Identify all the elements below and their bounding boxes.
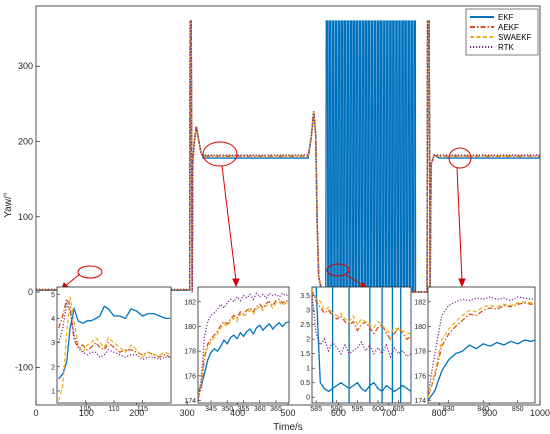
inset-y-tick-label: 182 [184, 299, 196, 306]
inset-series-rtk [312, 292, 411, 359]
zoom-arrow-2 [221, 165, 237, 282]
inset-series-rtk [198, 292, 289, 401]
x-tick-label: 600 [331, 408, 346, 418]
x-tick-label: 400 [230, 408, 245, 418]
inset-series-ekf [312, 287, 411, 403]
legend-label-aekf: AEKF [498, 23, 519, 32]
inset-4: 830 840 850 174 176 178 180 182 [414, 286, 536, 413]
inset-y-tick-label: 174 [414, 398, 426, 405]
x-tick-label: 900 [482, 408, 497, 418]
inset-x-tick-label: 355 [238, 406, 250, 413]
inset-y-tick-label: 3.5 [300, 293, 310, 300]
zoom-arrowhead-2 [232, 278, 240, 288]
series-line-rtk [36, 20, 540, 293]
zoom-arrow-1 [63, 273, 81, 288]
inset-x-tick-label: 365 [270, 406, 282, 413]
inset-2: 345 350 355 360 365 174 176 178 180 182 [184, 286, 290, 413]
inset-x-tick-label: 590 [331, 406, 343, 413]
x-tick-label: 0 [33, 408, 38, 418]
y-axis-label: Yaw/° [3, 192, 14, 218]
inset-y-tick-label: 176 [414, 373, 426, 380]
inset-x-tick-label: 110 [108, 406, 119, 413]
inset-y-tick-label: 180 [414, 324, 426, 331]
inset-y-tick-label: 176 [184, 373, 196, 380]
inset-1: 105 110 115 1 2 3 4 5 [51, 286, 172, 413]
inset-x-tick-label: 345 [205, 406, 217, 413]
zoom-arrowhead-4 [458, 278, 466, 288]
inset-y-tick-label: 2 [51, 364, 55, 371]
x-tick-label: 700 [381, 408, 396, 418]
inset-series-swaekf [312, 289, 411, 335]
inset-y-tick-label: 1.5 [300, 351, 310, 358]
inset-y-tick-label: 1 [51, 388, 55, 395]
y-tick-label: 300 [18, 61, 33, 71]
x-tick-label: 500 [280, 408, 295, 418]
y-tick-label: 200 [18, 137, 33, 147]
inset-y-tick-label: 2.5 [300, 322, 310, 329]
inset-y-tick-label: 178 [184, 349, 196, 356]
x-tick-label: 800 [432, 408, 447, 418]
inset-y-tick-label: 0 [306, 395, 310, 402]
zoom-marker-2 [202, 141, 238, 167]
inset-x-tick-label: 105 [80, 406, 92, 413]
inset-frame [311, 286, 412, 404]
zoom-marker-4 [448, 147, 472, 169]
inset-series-swaekf [428, 301, 535, 399]
zoom-marker-1 [77, 265, 103, 279]
inset-y-tick-label: 2 [306, 337, 310, 344]
inset-y-tick-label: 3 [51, 340, 55, 347]
inset-y-tick-label: 178 [414, 349, 426, 356]
inset-series-swaekf [58, 296, 171, 401]
inset-frame [56, 286, 172, 404]
inset-frame [197, 286, 290, 404]
y-tick-label: 100 [18, 212, 33, 222]
inset-series-ekf [428, 339, 535, 401]
zoom-arrow-3 [345, 274, 365, 287]
inset-series-swaekf [198, 301, 289, 396]
inset-x-tick-label: 350 [221, 406, 233, 413]
inset-series-ekf [198, 320, 289, 394]
x-tick-label: 100 [79, 408, 94, 418]
series-line-aekf [36, 20, 540, 293]
legend-label-swaekf: SWAEKF [498, 33, 532, 42]
inset-y-tick-label: 1 [306, 366, 310, 373]
inset-series-aekf [428, 302, 535, 398]
inset-x-tick-label: 850 [512, 406, 524, 413]
x-tick-label: 1000 [530, 408, 550, 418]
inset-series-aekf [312, 289, 411, 341]
inset-x-tick-label: 585 [310, 406, 322, 413]
inset-y-tick-label: 3 [306, 308, 310, 315]
legend: EKF AEKF SWAEKF RTK [465, 8, 539, 56]
inset-x-tick-label: 605 [393, 406, 405, 413]
inset-x-tick-label: 600 [372, 406, 384, 413]
zoom-arrow-4 [456, 167, 463, 282]
inset-y-tick-label: 182 [414, 299, 426, 306]
inset-series-ekf [58, 305, 170, 380]
inset-y-tick-label: 5 [51, 292, 55, 299]
inset-series-aekf [198, 298, 289, 399]
x-tick-label: 300 [180, 408, 195, 418]
y-tick-label: -100 [15, 362, 33, 372]
x-axis-label: Time/s [273, 422, 303, 433]
legend-label-ekf: EKF [498, 13, 514, 22]
y-tick-label: 0 [28, 287, 33, 297]
zoom-marker-3 [326, 263, 350, 277]
inset-y-tick-label: 180 [184, 324, 196, 331]
x-tick-label: 200 [129, 408, 144, 418]
inset-series-rtk [58, 301, 170, 361]
inset-x-tick-label: 115 [137, 406, 148, 413]
inset-y-tick-label: 4 [51, 316, 55, 323]
inset-x-tick-label: 840 [477, 406, 489, 413]
inset-x-tick-label: 360 [254, 406, 266, 413]
inset-y-tick-label: 0.5 [300, 380, 310, 387]
legend-label-rtk: RTK [498, 43, 515, 52]
inset-y-tick-label: 174 [184, 398, 196, 405]
main-plot-frame [35, 5, 541, 406]
inset-x-tick-label: 830 [443, 406, 455, 413]
inset-x-tick-label: 595 [352, 406, 364, 413]
inset-3: 585 590 595 600 605 0 0.5 1 1.5 2 2.5 3 3.5 [300, 286, 412, 413]
